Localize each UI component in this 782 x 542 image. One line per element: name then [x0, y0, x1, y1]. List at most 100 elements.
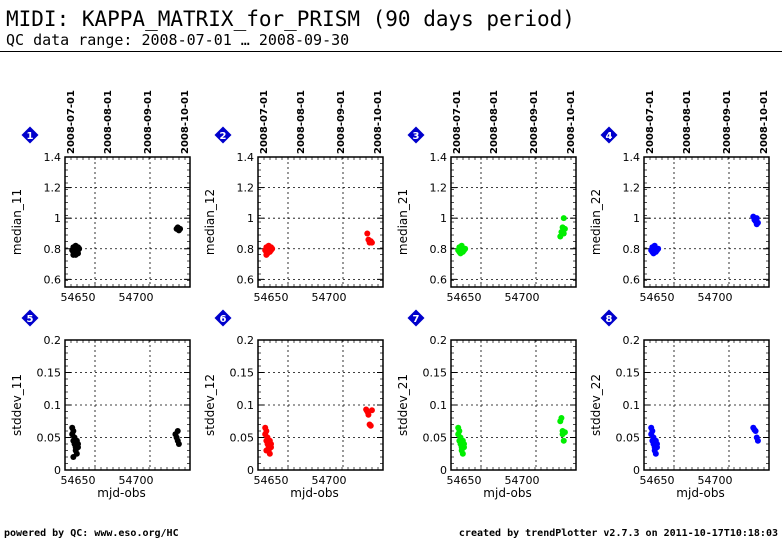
panel-badge-number: 7	[413, 314, 420, 325]
panel-badge-icon	[600, 309, 618, 327]
data-point	[177, 225, 184, 232]
y-tick-label: 0.05	[423, 432, 448, 445]
panel-badge-icon	[214, 126, 232, 144]
date-tick-label: 2008-09-01	[143, 90, 154, 154]
page-subtitle: QC data range: 2008-07-01 … 2008-09-30	[6, 31, 350, 49]
y-tick-label: 1.2	[430, 182, 448, 195]
footer-credit: powered by QC: www.eso.org/HC	[4, 528, 179, 539]
y-tick-label: 0.1	[44, 399, 62, 412]
data-point	[368, 239, 375, 246]
page-title: MIDI: KAPPA_MATRIX_for_PRISM (90 days pe…	[6, 7, 575, 31]
y-tick-label: 0.8	[430, 243, 448, 256]
data-point	[365, 411, 372, 418]
data-point	[175, 441, 182, 447]
y-tick-label: 0.1	[430, 399, 448, 412]
y-tick-label: 0	[54, 464, 61, 477]
data-point	[269, 245, 276, 252]
plot-frame	[450, 156, 577, 288]
x-tick-label: 54700	[505, 291, 540, 304]
data-point	[654, 444, 660, 451]
data-point	[70, 428, 77, 434]
x-tick-label: 54700	[698, 291, 733, 304]
date-tick-label: 2008-09-01	[529, 90, 540, 154]
panel-badge-icon	[214, 309, 232, 327]
data-point	[364, 230, 371, 237]
data-point	[649, 428, 656, 434]
y-tick-label: 1.4	[623, 151, 641, 164]
y-axis-label: stddev_22	[589, 374, 603, 436]
panel-badge-number: 1	[27, 131, 34, 142]
y-tick-label: 1.4	[237, 151, 255, 164]
y-tick-label: 0.1	[623, 399, 641, 412]
y-axis-label: stddev_11	[10, 374, 24, 436]
data-point	[754, 437, 761, 444]
y-tick-label: 0.15	[230, 367, 255, 380]
y-tick-label: 0.8	[237, 243, 255, 256]
chart-panel-8: 0 0.05 0.1 0.15 0.2 54650 54700 stddev_22 mjd-ob…	[589, 309, 770, 500]
y-tick-label: 0.6	[44, 273, 62, 286]
chart-panel-6: 0 0.05 0.1 0.15 0.2 54650 54700 stddev_12 mjd-ob…	[203, 309, 384, 500]
data-point	[561, 429, 568, 436]
date-tick-label: 2008-10-01	[759, 90, 770, 154]
data-point	[561, 225, 568, 232]
x-tick-label: 54650	[254, 474, 289, 487]
x-tick-label: 54700	[119, 474, 154, 487]
y-tick-label: 0.15	[423, 367, 448, 380]
y-axis-label: median_21	[396, 189, 410, 255]
x-axis-label: mjd-obs	[290, 486, 338, 500]
panel-badge-number: 4	[606, 131, 613, 142]
panel-badge-number: 6	[220, 314, 227, 325]
y-axis-label: median_22	[589, 189, 603, 255]
x-tick-label: 54700	[698, 474, 733, 487]
date-tick-label: 2008-07-01	[66, 90, 77, 154]
chart-panel-1: 0.6 0.8 1 1.2 1.4 54650 54700 2008-07-01 2008-08…	[10, 90, 191, 304]
x-tick-label: 54650	[640, 291, 675, 304]
y-tick-label: 0	[440, 464, 447, 477]
data-point	[754, 219, 761, 226]
x-tick-label: 54650	[254, 291, 289, 304]
y-tick-label: 1.2	[44, 182, 62, 195]
header-divider	[0, 51, 782, 52]
date-tick-label: 2008-07-01	[452, 90, 463, 154]
y-tick-label: 0.05	[230, 432, 255, 445]
date-tick-label: 2008-09-01	[722, 90, 733, 154]
y-tick-label: 1	[440, 212, 447, 225]
x-tick-label: 54650	[447, 291, 482, 304]
plot-frame	[643, 156, 770, 288]
x-tick-label: 54700	[312, 291, 347, 304]
y-tick-label: 0.6	[237, 273, 255, 286]
y-tick-label: 0.15	[616, 367, 641, 380]
panel-badge-number: 2	[220, 131, 227, 142]
data-point	[263, 428, 270, 434]
y-tick-label: 0.6	[623, 273, 641, 286]
panel-badge-number: 8	[606, 314, 613, 325]
date-tick-label: 2008-10-01	[180, 90, 191, 154]
date-tick-label: 2008-07-01	[645, 90, 656, 154]
panel-badge-number: 5	[27, 314, 34, 325]
data-point	[459, 450, 466, 457]
date-tick-label: 2008-08-01	[296, 90, 307, 154]
y-axis-label: stddev_12	[203, 374, 217, 436]
data-point	[368, 407, 375, 414]
panel-badge-number: 3	[413, 131, 420, 142]
x-tick-label: 54700	[119, 291, 154, 304]
data-point	[560, 215, 567, 222]
panel-badge-icon	[407, 126, 425, 144]
chart-panel-5: 0 0.05 0.1 0.15 0.2 54650 54700 stddev_11 mjd-ob…	[10, 309, 191, 500]
data-point	[367, 422, 374, 429]
footer-created: created by trendPlotter v2.7.3 on 2011-1…	[458, 528, 778, 539]
data-point	[76, 245, 83, 252]
chart-panel-7: 0 0.05 0.1 0.15 0.2 54650 54700 stddev_21 mjd-ob…	[396, 309, 577, 500]
y-tick-label: 0.1	[237, 399, 255, 412]
x-tick-label: 54700	[505, 474, 540, 487]
data-point	[655, 245, 662, 252]
y-tick-label: 0.05	[37, 432, 62, 445]
date-tick-label: 2008-08-01	[489, 90, 500, 154]
y-axis-label: median_11	[10, 189, 24, 255]
date-tick-label: 2008-10-01	[566, 90, 577, 154]
chart-panel-3: 0.6 0.8 1 1.2 1.4 54650 54700 2008-07-01 2008-08…	[396, 90, 577, 304]
y-tick-label: 0.2	[44, 334, 62, 347]
x-axis-label: mjd-obs	[676, 486, 724, 500]
y-tick-label: 0.2	[623, 334, 641, 347]
